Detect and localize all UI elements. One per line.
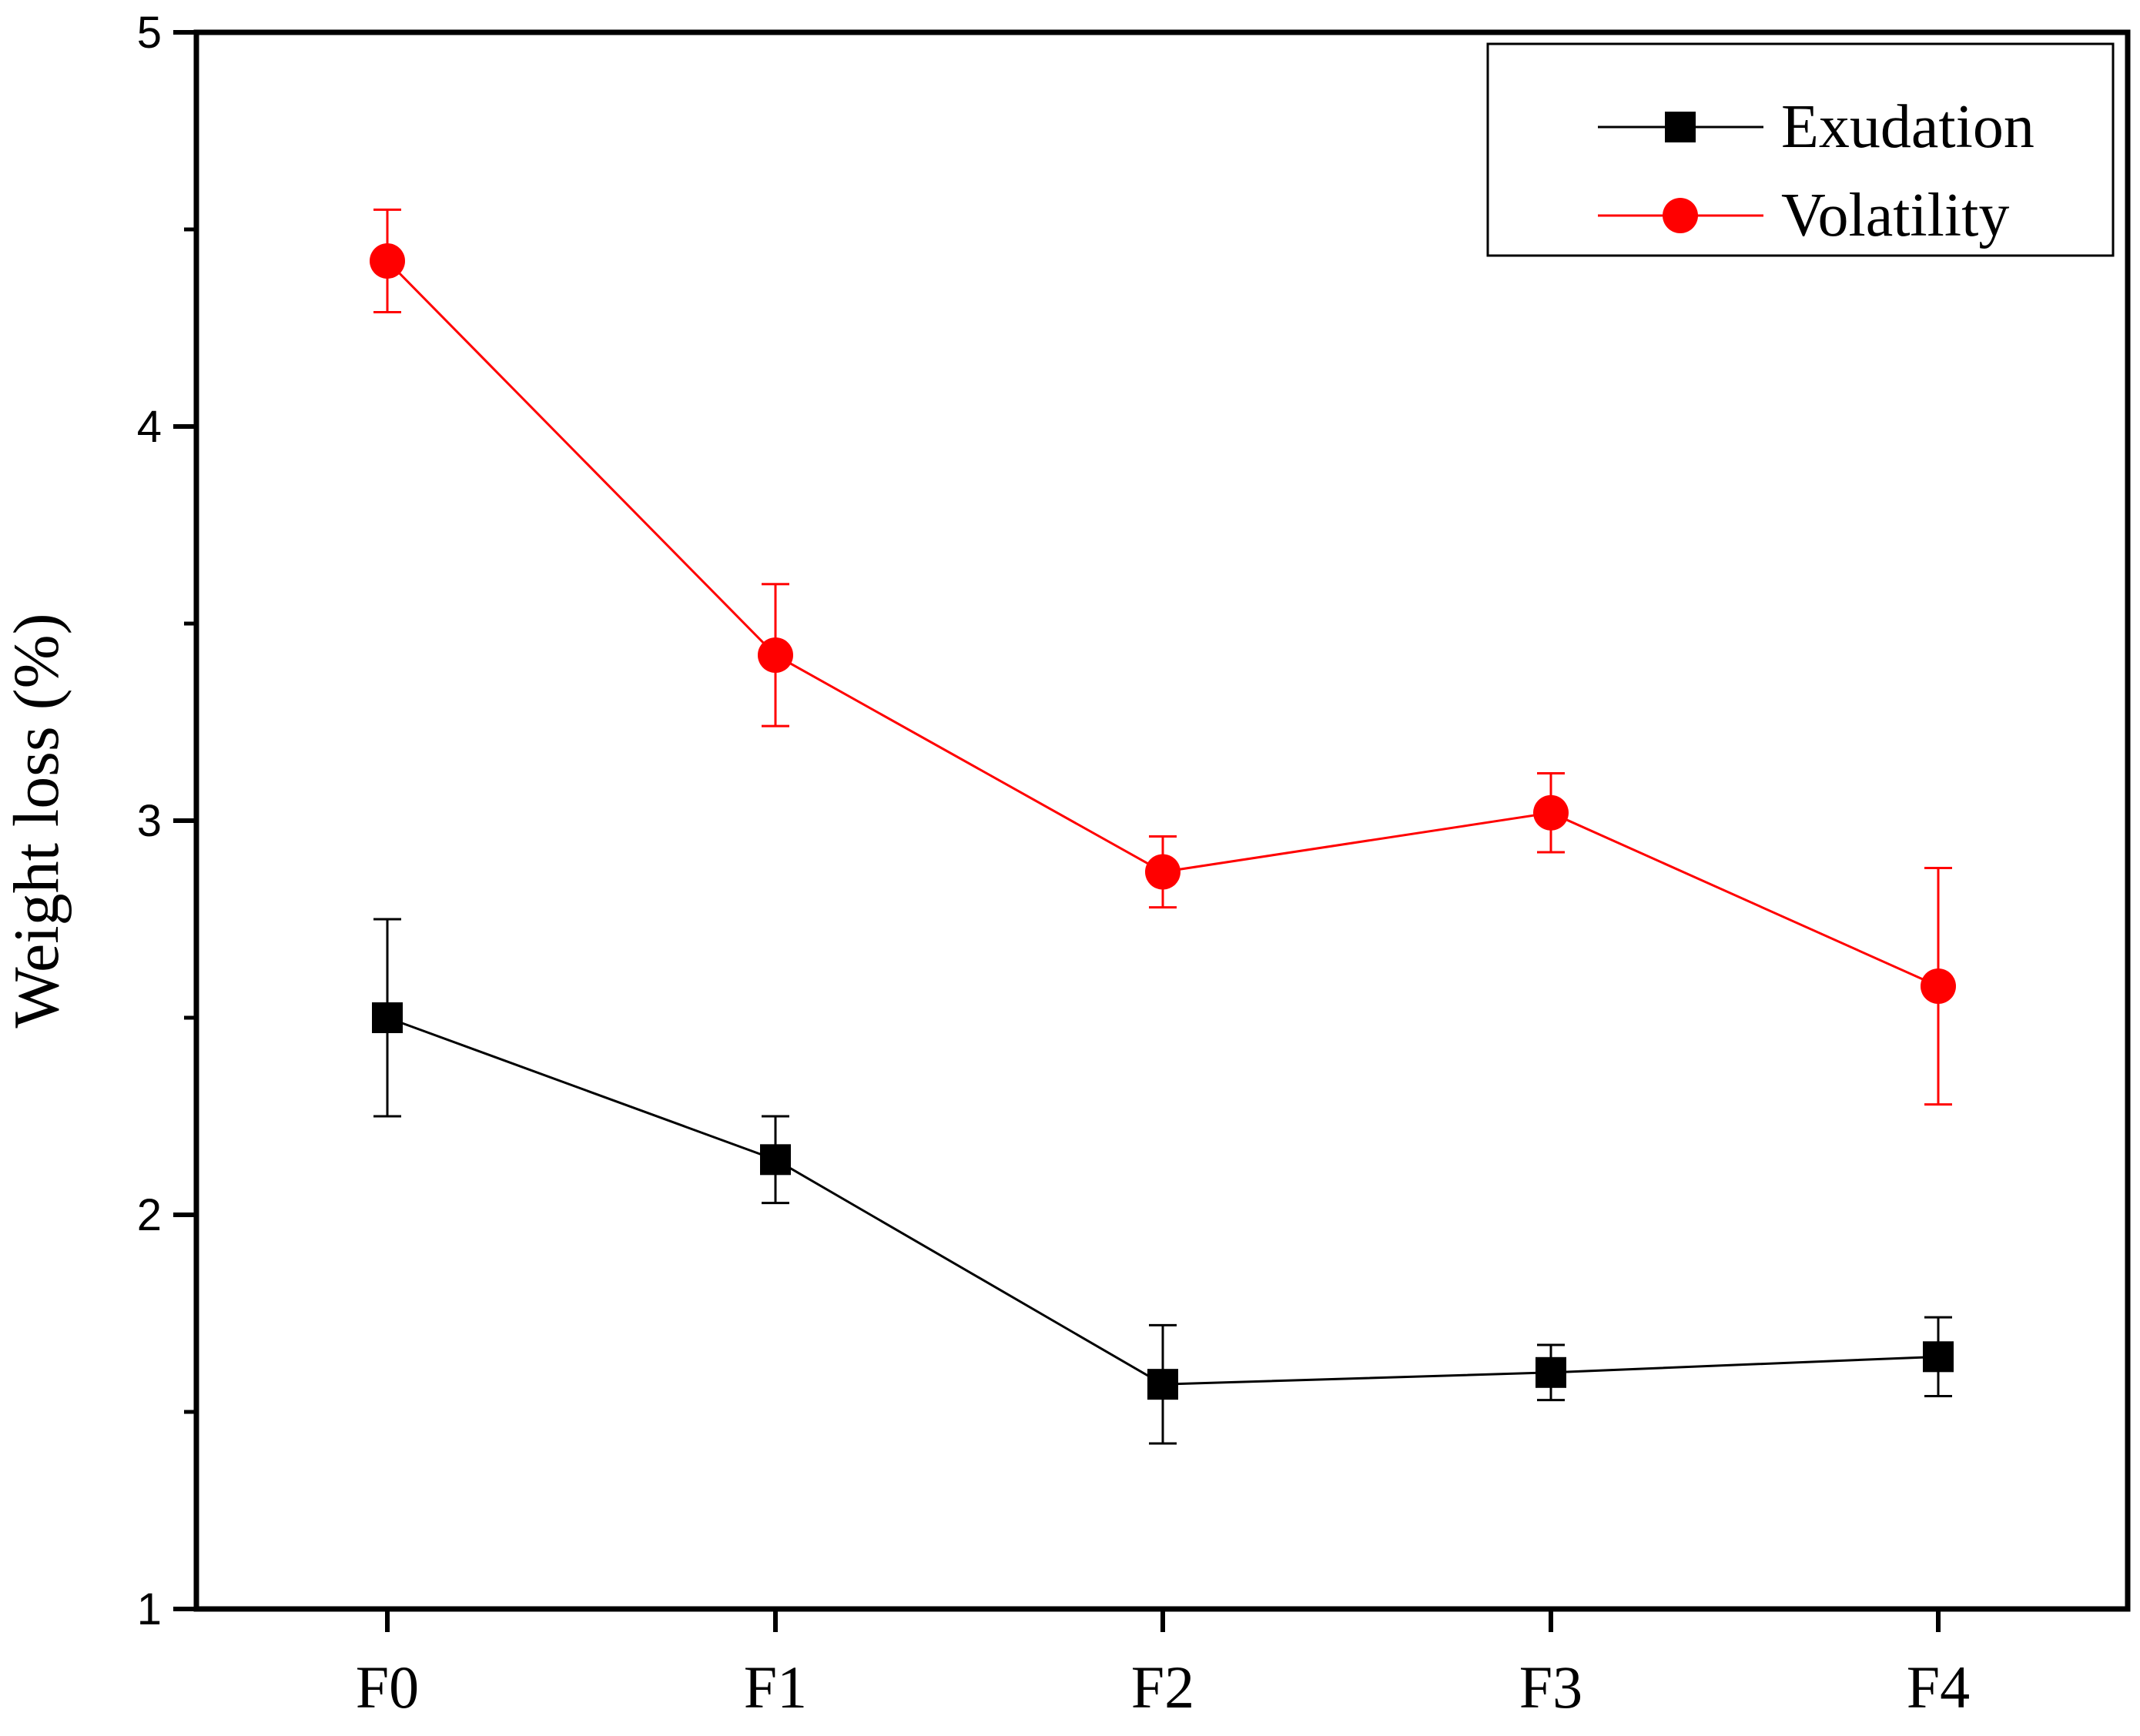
data-point <box>1921 968 1956 1005</box>
y-tick-label: 4 <box>137 402 162 452</box>
legend-box <box>1486 42 2115 257</box>
data-point <box>372 1002 403 1033</box>
series-volatility <box>370 208 1956 1106</box>
y-tick-label: 5 <box>137 8 162 58</box>
data-point <box>1536 1356 1566 1388</box>
data-point <box>1533 794 1569 831</box>
legend-marker-exudation <box>1665 112 1696 142</box>
y-tick-label: 2 <box>137 1190 162 1240</box>
series-exudation <box>372 918 1954 1445</box>
data-point <box>370 243 405 279</box>
legend: Exudation Volatility <box>1486 42 2115 257</box>
x-tick-label: F4 <box>1907 1654 1970 1721</box>
x-tick-label: F3 <box>1519 1654 1582 1721</box>
y-axis: 1 2 3 4 5 <box>137 8 196 1634</box>
data-point <box>1145 854 1181 890</box>
x-tick-label: F2 <box>1131 1654 1194 1721</box>
x-axis: F0 F1 F2 F3 F4 <box>356 1609 1970 1721</box>
legend-label-volatility: Volatility <box>1781 182 2009 249</box>
x-tick-label: F1 <box>744 1654 807 1721</box>
series-layer <box>370 208 1956 1445</box>
y-axis-title: Weight loss (%) <box>1 613 72 1028</box>
legend-label-exudation: Exudation <box>1781 93 2035 161</box>
y-tick-label: 1 <box>137 1584 162 1634</box>
data-point <box>760 1144 791 1176</box>
legend-marker-volatility <box>1663 198 1698 233</box>
data-point <box>1147 1369 1178 1400</box>
y-tick-label: 3 <box>137 796 162 846</box>
data-point <box>758 637 793 673</box>
data-point <box>1923 1341 1954 1373</box>
x-tick-label: F0 <box>356 1654 419 1721</box>
